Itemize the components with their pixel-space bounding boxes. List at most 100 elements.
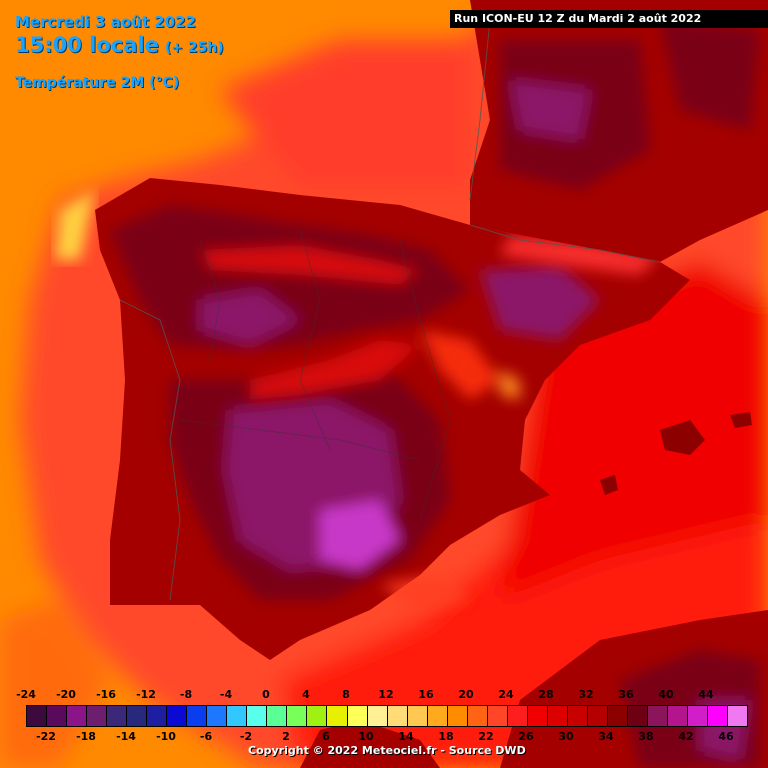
ebro-valley-hot-area (480, 265, 600, 340)
southern-france (470, 0, 768, 262)
legend-tick-label: 18 (438, 730, 454, 743)
legend-swatch (187, 706, 208, 726)
pyrenees-cool (500, 235, 660, 275)
central-system-cool (250, 340, 420, 400)
legend-swatch (347, 706, 368, 726)
legend-tick-label: 4 (302, 688, 310, 701)
legend-swatch (367, 706, 388, 726)
legend-swatch (27, 706, 48, 726)
legend-tick-label: -16 (96, 688, 116, 701)
legend-swatches (26, 705, 748, 727)
douro-hot-area (200, 290, 300, 345)
legend-swatch (127, 706, 148, 726)
legend-swatch (287, 706, 308, 726)
iberian-range-cool (420, 330, 500, 400)
legend-swatch (567, 706, 588, 726)
legend-tick-label: 16 (418, 688, 434, 701)
run-info-banner: Run ICON-EU 12 Z du Mardi 2 août 2022 (450, 10, 768, 28)
legend-tick-label: 38 (638, 730, 654, 743)
legend-tick-label: 8 (342, 688, 350, 701)
cool-coast-patch (55, 190, 95, 260)
legend-swatch (487, 706, 508, 726)
legend-tick-label: -8 (179, 688, 193, 701)
legend-swatch (527, 706, 548, 726)
legend-tick-label: -2 (239, 730, 253, 743)
legend-tick-label: 30 (558, 730, 574, 743)
legend-swatch (247, 706, 268, 726)
legend-swatch (668, 706, 689, 726)
mountain-peak-cool (500, 370, 520, 400)
legend-tick-label: 12 (378, 688, 394, 701)
legend-swatch (327, 706, 348, 726)
legend-tick-label: 22 (478, 730, 494, 743)
legend-swatch (507, 706, 528, 726)
legend-swatch (447, 706, 468, 726)
legend-swatch (467, 706, 488, 726)
copyright-text: Copyright © 2022 Meteociel.fr - Source D… (248, 744, 526, 757)
ibiza-island (600, 475, 618, 495)
legend-swatch (47, 706, 68, 726)
legend-swatch (688, 706, 709, 726)
legend-swatch (627, 706, 648, 726)
legend-swatch (607, 706, 628, 726)
forecast-lead-time: (+ 25h) (164, 40, 224, 56)
legend-swatch (227, 706, 248, 726)
legend-tick-label: -10 (156, 730, 176, 743)
menorca-island (730, 412, 752, 428)
legend-swatch (407, 706, 428, 726)
sierra-nevada-cool (380, 575, 470, 610)
forecast-date: Mercredi 3 août 2022 (15, 13, 196, 31)
legend-tick-label: 24 (498, 688, 514, 701)
legend-tick-label: 14 (398, 730, 414, 743)
legend-tick-label: 36 (618, 688, 634, 701)
legend-swatch (307, 706, 328, 726)
massif-hot-area (660, 20, 760, 130)
mallorca-island (660, 420, 705, 455)
legend-tick-label: 44 (698, 688, 714, 701)
legend-swatch (147, 706, 168, 726)
hottest-france-area (510, 80, 590, 140)
variable-label: Température 2M (°C) (15, 75, 180, 91)
color-legend: -24 -20 -16 -12 -8 -4 0 4 8 12 16 20 24 28 32 36 40 44 -2… (0, 680, 768, 768)
legend-tick-label: 46 (718, 730, 734, 743)
legend-tick-label: -4 (219, 688, 233, 701)
legend-tick-label: -6 (199, 730, 213, 743)
legend-tick-label: -18 (76, 730, 96, 743)
legend-tick-label: -20 (56, 688, 76, 701)
legend-tick-label: 6 (322, 730, 330, 743)
iberian-peninsula (95, 178, 690, 660)
morocco-land (300, 720, 440, 768)
legend-tick-label: 40 (658, 688, 674, 701)
legend-tick-label: 34 (598, 730, 614, 743)
legend-tick-label: 26 (518, 730, 534, 743)
legend-swatch (387, 706, 408, 726)
legend-swatch (587, 706, 608, 726)
legend-swatch (67, 706, 88, 726)
region-borders (179, 229, 451, 521)
legend-tick-label: 28 (538, 688, 554, 701)
forecast-time: 15:00 locale (+ 25h) (15, 33, 224, 57)
legend-tick-label: -12 (136, 688, 156, 701)
legend-tick-label: -24 (16, 688, 36, 701)
legend-tick-label: -22 (36, 730, 56, 743)
legend-swatch (547, 706, 568, 726)
legend-swatch (87, 706, 108, 726)
legend-tick-label: 32 (578, 688, 594, 701)
country-borders (119, 19, 661, 601)
legend-swatch (167, 706, 188, 726)
guadalquivir-hottest-area (320, 500, 400, 570)
legend-swatch (728, 706, 748, 726)
bay-of-biscay-area (220, 40, 470, 190)
legend-swatch (427, 706, 448, 726)
legend-swatch (647, 706, 668, 726)
forecast-time-label: 15:00 locale (15, 33, 159, 57)
legend-tick-label: 10 (358, 730, 374, 743)
legend-tick-label: 0 (262, 688, 270, 701)
legend-swatch (207, 706, 228, 726)
legend-tick-label: 20 (458, 688, 474, 701)
legend-tick-label: 2 (282, 730, 290, 743)
legend-swatch (267, 706, 288, 726)
legend-swatch (107, 706, 128, 726)
